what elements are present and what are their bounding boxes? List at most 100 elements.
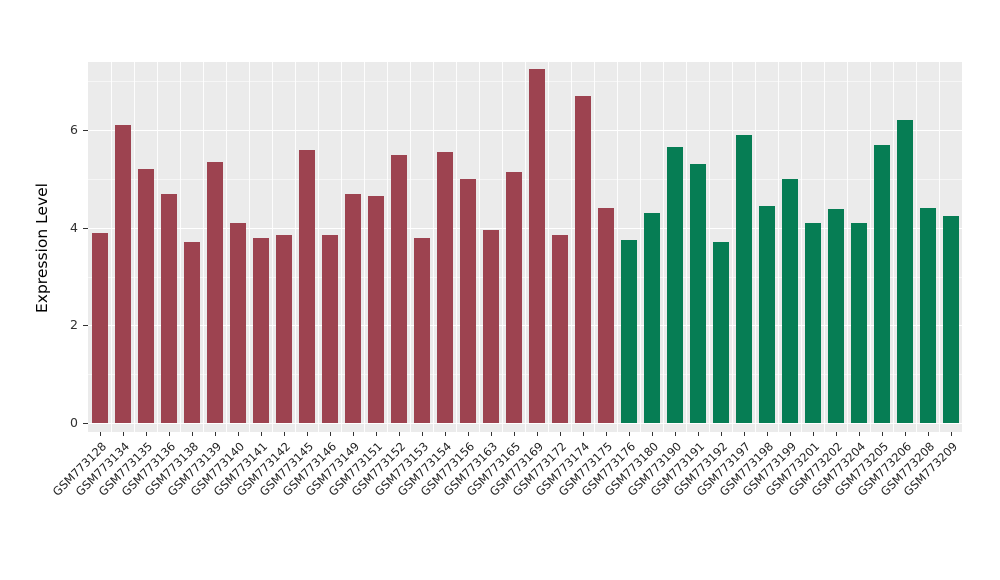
- bar-GSM773163: [482, 230, 499, 423]
- y-tick-mark: [83, 423, 88, 424]
- bar-GSM773145: [298, 149, 315, 423]
- x-tick-mark: [214, 432, 216, 436]
- bar-GSM773140: [229, 222, 246, 423]
- bar-GSM773206: [896, 120, 913, 423]
- bar-GSM773208: [919, 208, 936, 423]
- vertical-gridline: [939, 62, 940, 432]
- x-tick-mark: [536, 432, 538, 436]
- x-tick-mark: [674, 432, 676, 436]
- y-tick-mark: [83, 325, 88, 327]
- vertical-gridline: [433, 62, 434, 432]
- bar-GSM773152: [390, 154, 407, 423]
- vertical-gridline: [249, 62, 250, 432]
- vertical-gridline: [479, 62, 480, 432]
- vertical-gridline: [847, 62, 848, 432]
- x-tick-mark: [283, 432, 285, 436]
- vertical-gridline: [410, 62, 411, 432]
- vertical-gridline: [525, 62, 526, 432]
- x-tick-mark: [950, 432, 952, 436]
- vertical-gridline: [111, 62, 112, 432]
- x-tick-mark: [513, 432, 515, 436]
- vertical-gridline: [364, 62, 365, 432]
- vertical-gridline: [686, 62, 687, 432]
- vertical-gridline: [755, 62, 756, 432]
- vertical-gridline: [893, 62, 894, 432]
- bar-GSM773135: [137, 169, 154, 423]
- bar-GSM773180: [643, 213, 660, 423]
- bar-GSM773205: [873, 144, 890, 423]
- x-tick-mark: [306, 432, 308, 436]
- bar-GSM773192: [712, 242, 729, 423]
- vertical-gridline: [801, 62, 802, 432]
- x-tick-mark: [904, 432, 906, 436]
- y-axis-title: Expression Level: [33, 183, 51, 313]
- major-gridline: [88, 227, 962, 229]
- x-tick-mark: [582, 432, 584, 436]
- x-tick-mark: [260, 432, 262, 436]
- y-tick-label-6: 6: [70, 122, 78, 138]
- vertical-gridline: [295, 62, 296, 432]
- y-tick-label-2: 2: [70, 317, 78, 333]
- bar-GSM773156: [459, 179, 476, 423]
- vertical-gridline: [272, 62, 273, 432]
- x-tick-mark: [835, 432, 837, 436]
- x-tick-mark: [812, 432, 814, 436]
- y-tick-mark: [83, 130, 88, 132]
- bar-GSM773134: [114, 125, 131, 423]
- bar-GSM773169: [528, 69, 545, 423]
- x-tick-mark: [559, 432, 561, 436]
- bar-GSM773165: [505, 171, 522, 423]
- vertical-gridline: [571, 62, 572, 432]
- minor-gridline: [88, 276, 962, 278]
- x-tick-mark: [467, 432, 469, 436]
- x-tick-mark: [605, 432, 607, 436]
- plot-panel: [88, 62, 962, 432]
- vertical-gridline: [502, 62, 503, 432]
- vertical-gridline: [709, 62, 710, 432]
- x-tick-mark: [858, 432, 860, 436]
- x-tick-mark: [766, 432, 768, 436]
- vertical-gridline: [640, 62, 641, 432]
- bar-GSM773154: [436, 152, 453, 423]
- bar-GSM773191: [689, 164, 706, 423]
- bar-GSM773190: [666, 147, 683, 423]
- x-tick-mark: [145, 432, 147, 436]
- x-tick-mark: [421, 432, 423, 436]
- vertical-gridline: [157, 62, 158, 432]
- vertical-gridline: [387, 62, 388, 432]
- bar-GSM773176: [620, 240, 637, 423]
- vertical-gridline: [824, 62, 825, 432]
- vertical-gridline: [548, 62, 549, 432]
- bar-GSM773128: [91, 232, 108, 423]
- vertical-gridline: [180, 62, 181, 432]
- bar-GSM773175: [597, 208, 614, 423]
- bar-GSM773201: [804, 222, 821, 423]
- x-tick-mark: [651, 432, 653, 436]
- vertical-gridline: [617, 62, 618, 432]
- bar-GSM773174: [574, 96, 591, 423]
- bar-GSM773138: [183, 242, 200, 423]
- bar-GSM773136: [160, 193, 177, 423]
- x-tick-mark: [168, 432, 170, 436]
- x-tick-mark: [329, 432, 331, 436]
- x-tick-mark: [237, 432, 239, 436]
- vertical-gridline: [778, 62, 779, 432]
- vertical-gridline: [134, 62, 135, 432]
- major-gridline: [88, 130, 962, 132]
- x-tick-mark: [697, 432, 699, 436]
- x-tick-mark: [628, 432, 630, 436]
- vertical-gridline: [341, 62, 342, 432]
- bar-GSM773202: [827, 209, 844, 423]
- bar-GSM773146: [321, 235, 338, 423]
- x-tick-mark: [720, 432, 722, 436]
- x-tick-mark: [398, 432, 400, 436]
- vertical-gridline: [594, 62, 595, 432]
- vertical-gridline: [732, 62, 733, 432]
- x-tick-mark: [789, 432, 791, 436]
- x-tick-mark: [99, 432, 101, 436]
- vertical-gridline: [318, 62, 319, 432]
- y-tick-label-4: 4: [70, 219, 78, 235]
- x-tick-mark: [444, 432, 446, 436]
- minor-gridline: [88, 81, 962, 83]
